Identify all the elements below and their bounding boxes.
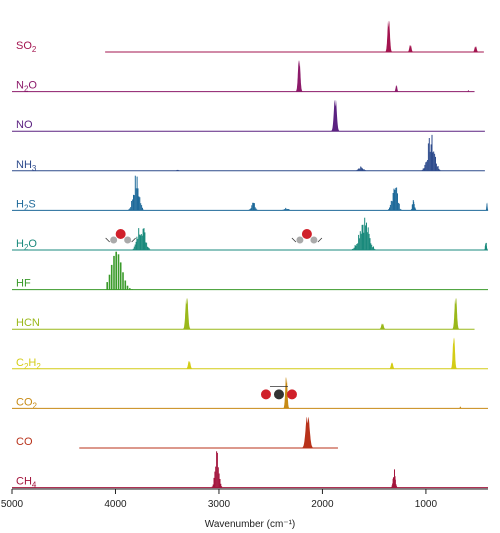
band-co-2143 [302, 416, 314, 448]
band-c2h2-1328 [389, 362, 395, 369]
row-no: NO [12, 99, 485, 132]
row-n2o: N2O [12, 60, 475, 94]
band-so2-1360 [385, 20, 392, 52]
band-nh3-1630 [354, 166, 368, 171]
x-tick-label-4000: 4000 [104, 499, 127, 510]
row-so2: SO2 [16, 20, 484, 54]
band-h2s-3800 [128, 175, 144, 211]
band-no-1876 [331, 99, 340, 132]
stretch-mode-co2-icon [260, 385, 297, 400]
band-nh3-950 [421, 134, 441, 171]
x-axis: 5000 4000 3000 2000 1000 Wavenumber (cm⁻¹) [1, 488, 488, 530]
label-n2o: N2O [16, 80, 37, 94]
band-h2o-1600 [351, 217, 376, 250]
band-n2o-1285 [394, 85, 399, 92]
x-tick-label-3000: 3000 [208, 499, 231, 510]
x-tick-label-2000: 2000 [311, 499, 334, 510]
band-so2-1150 [407, 45, 414, 52]
label-hcn: HCN [16, 317, 40, 329]
band-hcn-712 [452, 297, 459, 330]
band-c2h2-3287 [186, 361, 193, 369]
x-axis-title: Wavenumber (cm⁻¹) [205, 519, 295, 530]
band-h2s-2670 [247, 202, 259, 211]
label-co: CO [16, 436, 33, 448]
band-co2-2349 [283, 377, 290, 409]
row-c2h2: C2H2 [12, 337, 488, 371]
band-h2s-2350 [280, 207, 292, 211]
band-so2-520 [472, 46, 479, 52]
row-nh3: NH3 [12, 134, 485, 173]
band-hcn-3311 [183, 297, 191, 330]
label-so2: SO2 [16, 40, 37, 54]
band-h2s-1300 [388, 187, 402, 211]
row-hcn: HCN [12, 297, 475, 330]
molecule-insets [105, 229, 323, 400]
x-tick-label-5000: 5000 [1, 499, 24, 510]
band-nh3-3400 [174, 169, 181, 171]
row-co: CO [16, 416, 338, 449]
band-h2o-3750 [132, 228, 151, 250]
label-co2: CO2 [16, 396, 38, 410]
band-h2s-1120 [410, 200, 417, 211]
row-hf: HF [12, 251, 488, 291]
band-hf-3960 [106, 251, 133, 290]
band-n2o-2225 [295, 60, 303, 92]
label-hf: HF [16, 278, 31, 290]
stretch-mode-h2o-icon [291, 229, 323, 244]
band-ch4-3019 [211, 451, 223, 488]
spectra-rows: SO2 N2O NO NH3 H2S H2O HF HCN C2H2 CO2 CO CH4 [12, 20, 489, 490]
label-nh3: NH3 [16, 159, 37, 173]
label-c2h2: C2H2 [16, 357, 41, 371]
band-co2-667 [458, 406, 462, 409]
x-tick-label-1000: 1000 [415, 499, 438, 510]
row-ch4: CH4 [12, 451, 488, 490]
label-h2o: H2O [16, 238, 37, 252]
bending-mode-h2o-icon [105, 229, 136, 244]
band-ch4-1306 [391, 469, 398, 488]
x-ticks: 5000 4000 3000 2000 1000 [1, 489, 438, 510]
band-hcn-1420 [379, 323, 386, 330]
band-h2o-420 [484, 242, 488, 250]
band-h2s-410 [485, 202, 489, 211]
row-h2o: H2O [12, 217, 488, 252]
row-co2: CO2 [12, 377, 488, 410]
band-n2o-590 [467, 90, 470, 92]
row-h2s: H2S [12, 175, 489, 212]
label-no: NO [16, 119, 33, 131]
label-ch4: CH4 [16, 476, 37, 490]
label-h2s: H2S [16, 198, 36, 212]
band-c2h2-730 [451, 337, 457, 369]
